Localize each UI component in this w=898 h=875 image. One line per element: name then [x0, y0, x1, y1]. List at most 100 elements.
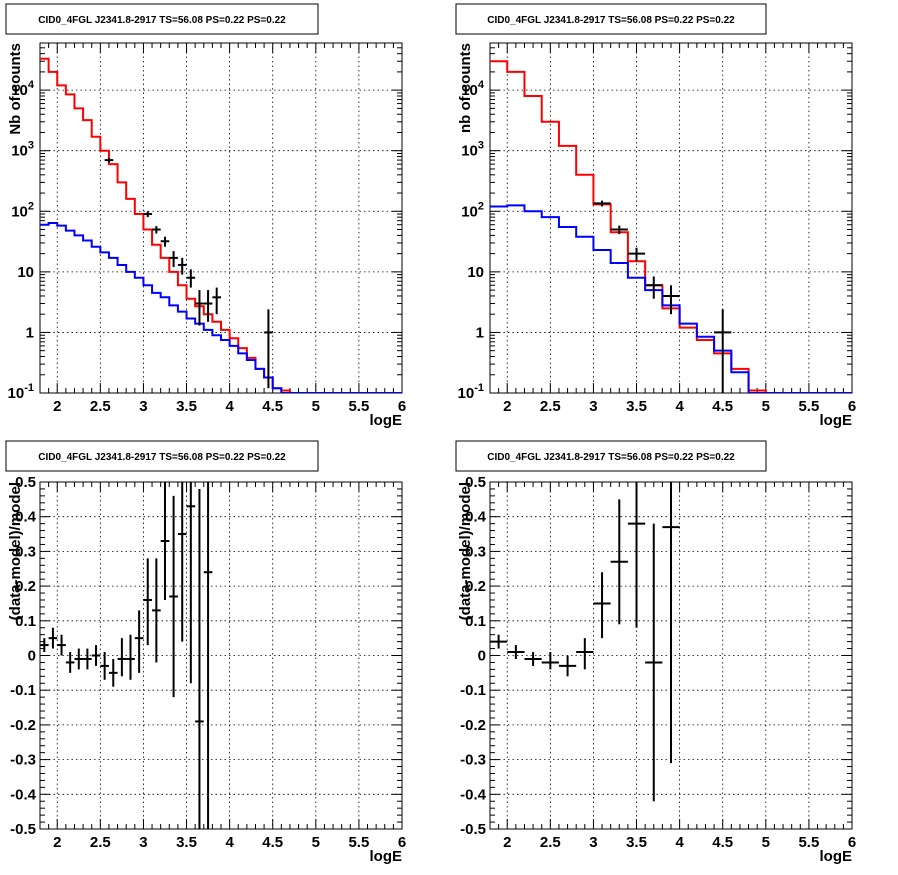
y-axis-label: (data-model)/model: [7, 482, 24, 620]
data-point: [507, 645, 525, 659]
data-point: [576, 638, 594, 670]
y-tick-label: -0.1: [10, 682, 36, 699]
y-tick-label: 10-1: [8, 382, 34, 402]
plot-title: CID0_4FGL J2341.8-2917 TS=56.08 PS=0.22 …: [38, 452, 286, 463]
data-point: [160, 482, 170, 600]
x-tick-label: 4: [675, 398, 684, 415]
x-axis-label: logE: [370, 412, 403, 429]
x-axis-label: logE: [820, 412, 853, 429]
data-point: [212, 287, 221, 315]
data-point: [160, 236, 170, 247]
x-tick-label: 4.5: [712, 398, 733, 415]
data-point: [627, 247, 646, 262]
y-tick-label: -0.5: [460, 821, 486, 838]
x-tick-label: 5.5: [798, 834, 819, 851]
y-tick-label: 0: [478, 648, 486, 665]
title-box: [5, 440, 319, 472]
plot-pad-bottom-left: CID0_4FGL J2341.8-2917 TS=56.08 PS=0.22 …: [5, 440, 406, 865]
y-tick-label: 0.4: [465, 509, 487, 526]
y-tick-label: -0.2: [10, 717, 36, 734]
data-point: [490, 634, 508, 649]
y-tick-label: -0.4: [10, 786, 37, 803]
x-tick-label: 5: [762, 834, 770, 851]
x-tick-label: 4.5: [712, 834, 733, 851]
data-point: [65, 652, 75, 673]
y-tick-label: 0.2: [15, 578, 36, 595]
x-tick-label: 2.5: [90, 398, 111, 415]
title-box: [455, 3, 767, 35]
data-point: [126, 634, 135, 680]
data-point: [48, 627, 58, 649]
model-histogram-series-0: [490, 60, 852, 393]
y-tick-label: 102: [11, 200, 34, 220]
y-tick-label: 104: [461, 79, 485, 99]
x-tick-label: 3.5: [626, 834, 647, 851]
data-point: [177, 482, 187, 642]
data-point: [203, 290, 213, 322]
data-point: [186, 269, 196, 288]
data-point: [74, 648, 84, 670]
title-box: [5, 3, 319, 35]
title-box: [455, 440, 767, 472]
x-tick-label: 2: [503, 834, 511, 851]
y-tick-label: 10: [17, 264, 34, 281]
x-tick-label: 2: [503, 398, 511, 415]
data-point: [177, 257, 187, 275]
x-tick-label: 4.5: [262, 398, 283, 415]
x-tick-label: 2: [53, 398, 61, 415]
plot-title: CID0_4FGL J2341.8-2917 TS=56.08 PS=0.22 …: [38, 15, 286, 26]
x-tick-label: 5.5: [348, 834, 369, 851]
y-tick-label: 10-1: [458, 382, 484, 402]
data-point: [593, 200, 611, 207]
y-tick-label: -0.3: [10, 752, 36, 769]
data-point: [203, 482, 213, 829]
y-tick-label: 0: [28, 648, 36, 665]
y-tick-label: -0.4: [460, 786, 487, 803]
x-tick-label: 6: [398, 834, 406, 851]
model-histogram-series-1: [40, 222, 402, 393]
y-tick-label: 0.1: [465, 613, 486, 630]
x-axis-label: logE: [370, 848, 403, 865]
data-point: [627, 482, 646, 628]
data-point: [186, 482, 196, 684]
model-histogram-series-0: [40, 57, 402, 393]
x-tick-label: 5: [762, 398, 770, 415]
x-tick-label: 5.5: [348, 398, 369, 415]
data-point: [714, 309, 732, 393]
data-point: [57, 634, 66, 656]
y-tick-label: 1: [476, 324, 484, 341]
grid-lines: [40, 43, 402, 393]
y-tick-label: 0.3: [465, 543, 486, 560]
x-tick-label: 3.5: [176, 398, 197, 415]
y-tick-label: -0.3: [460, 752, 486, 769]
x-tick-label: 4: [225, 834, 234, 851]
data-point: [645, 276, 663, 299]
data-point: [558, 655, 577, 677]
y-tick-label: 0.1: [15, 613, 36, 630]
x-tick-label: 5.5: [798, 398, 819, 415]
y-tick-label: 10: [467, 264, 484, 281]
data-point: [108, 658, 118, 687]
grid-lines: [490, 43, 852, 393]
data-point: [662, 482, 680, 764]
data-point: [117, 638, 127, 677]
x-tick-label: 3: [589, 834, 597, 851]
x-axis-label: logE: [820, 848, 853, 865]
data-point: [143, 558, 153, 646]
x-tick-label: 6: [398, 398, 406, 415]
data-point: [152, 558, 161, 663]
x-tick-label: 5: [312, 398, 320, 415]
y-tick-label: 103: [11, 140, 34, 160]
data-point: [91, 645, 101, 666]
plot-pad-bottom-right: CID0_4FGL J2341.8-2917 TS=56.08 PS=0.22 …: [455, 440, 856, 865]
data-point: [100, 652, 109, 680]
x-tick-label: 4: [225, 398, 234, 415]
x-tick-label: 4: [675, 834, 684, 851]
plot-pad-top-right: CID0_4FGL J2341.8-2917 TS=56.08 PS=0.22 …: [455, 3, 856, 429]
data-point: [610, 499, 628, 625]
x-tick-label: 4.5: [262, 834, 283, 851]
y-tick-label: 0.5: [465, 474, 486, 491]
y-tick-label: 0.4: [15, 509, 37, 526]
data-point: [593, 572, 611, 639]
